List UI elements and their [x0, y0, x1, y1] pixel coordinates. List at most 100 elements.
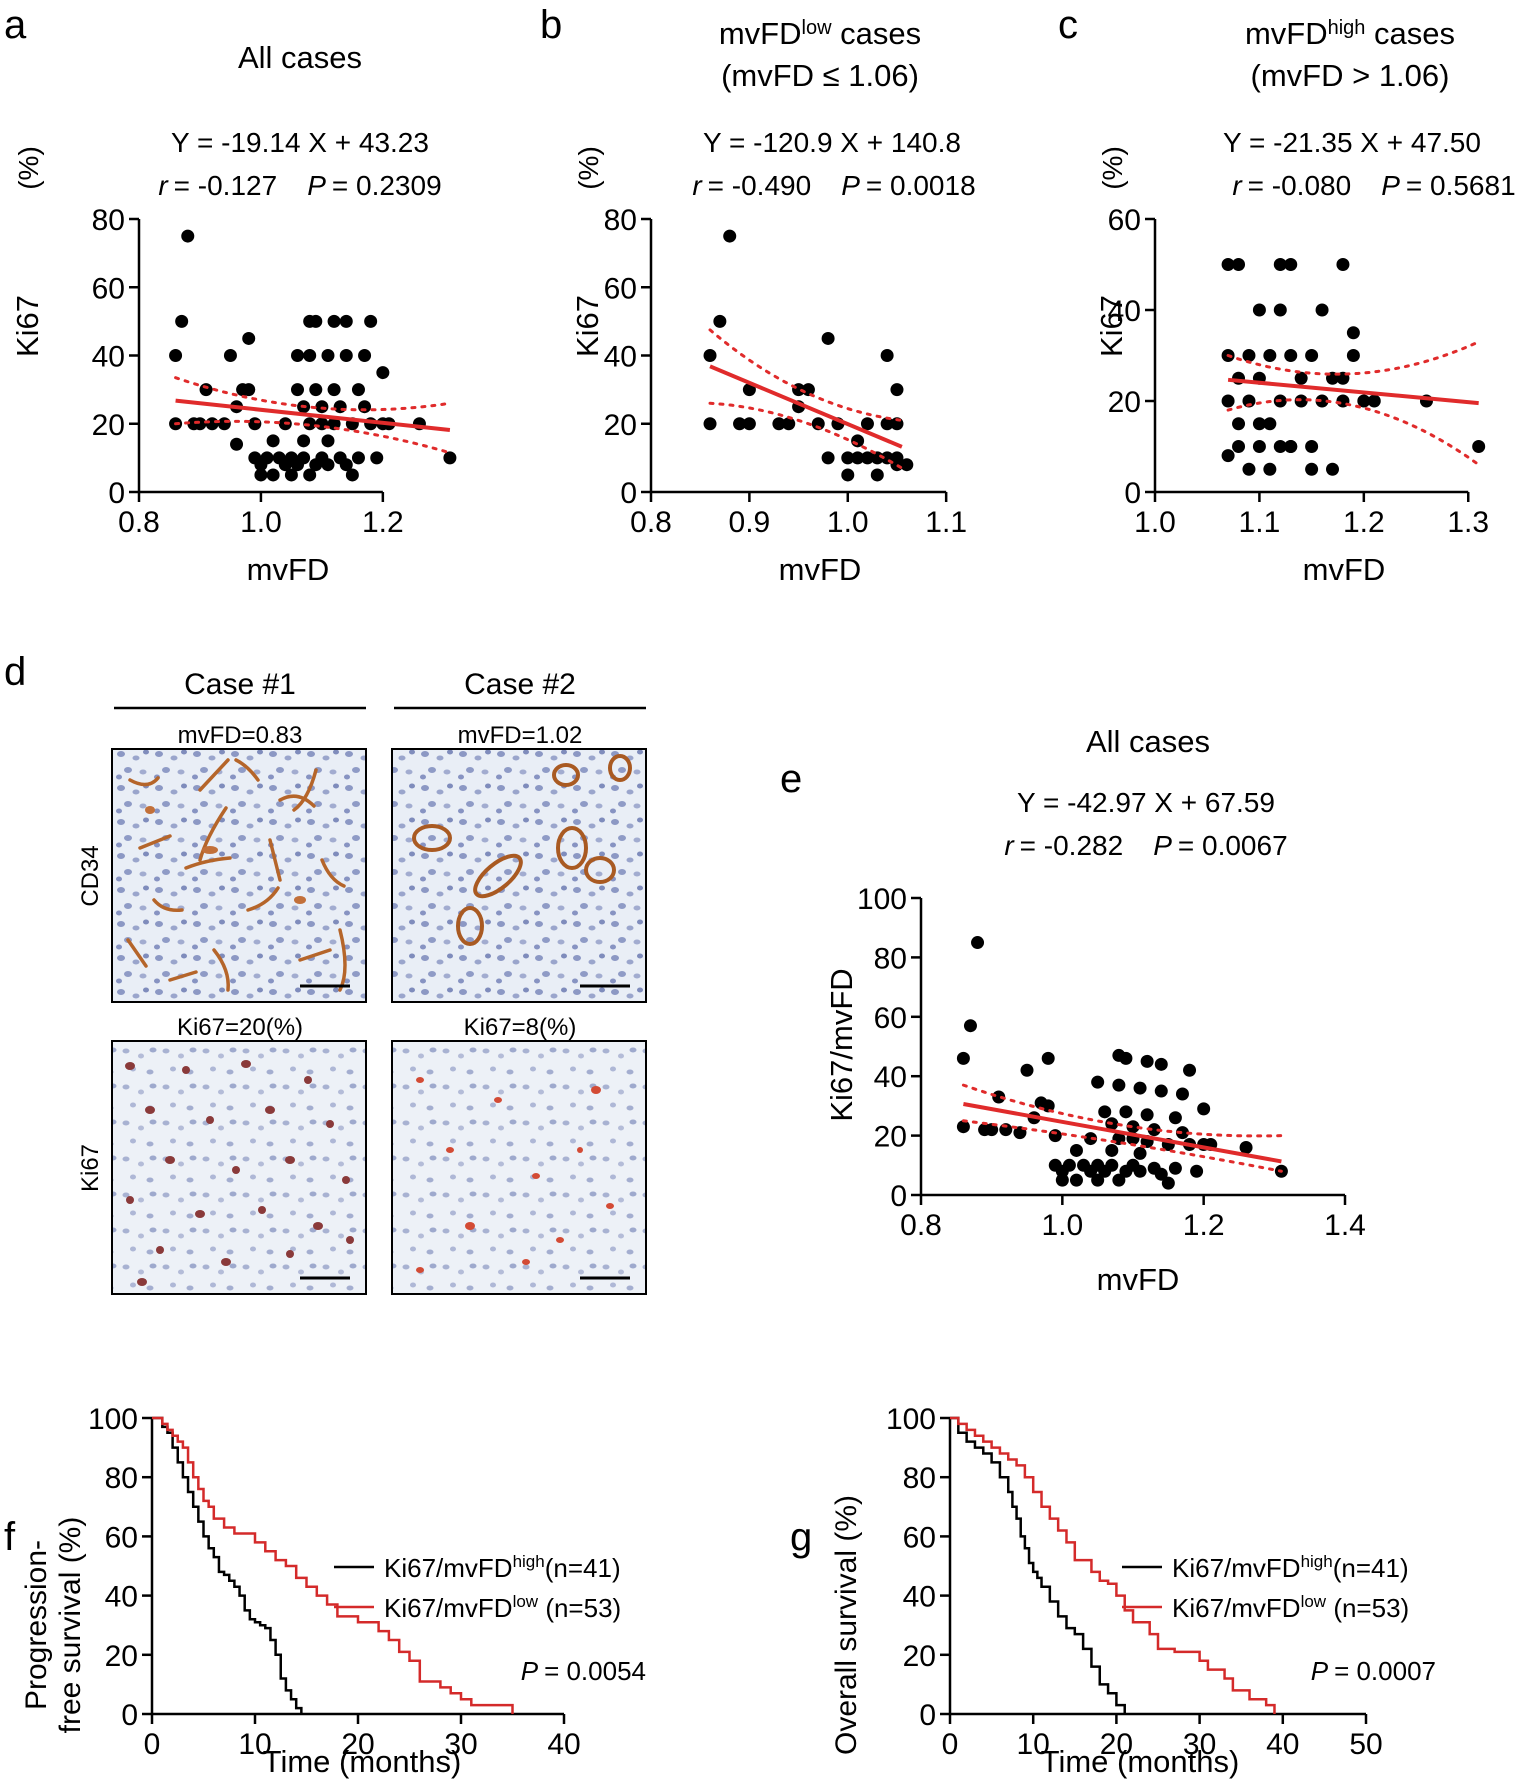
legend-f-high-sup: high: [513, 1552, 545, 1571]
y-tick-label-c: 60: [1108, 204, 1141, 237]
p-label-c: P: [1381, 170, 1400, 201]
frame-case1-cd34: [111, 748, 367, 1003]
data-point-e: [1112, 1078, 1126, 1092]
data-point-e: [1048, 1129, 1062, 1143]
plot-area-b: 0.8 0.9 1.0 1.1 0 20 40 60 80: [604, 204, 967, 539]
case2-ki67: Ki67=8(%): [464, 1014, 577, 1041]
data-point-a: [223, 349, 237, 362]
y-tick-label-b: 80: [604, 204, 637, 237]
data-point-c: [1263, 417, 1277, 431]
x-tick-label-f: 10: [238, 1728, 271, 1761]
legend-f-low-main: Ki67/mvFD: [384, 1593, 513, 1623]
panel-b: mvFDlow cases (mvFD ≤ 1.06) Y = -120.9 X…: [570, 16, 976, 587]
legend-f-high: Ki67/mvFDhigh(n=41): [384, 1552, 621, 1583]
y-tick-label-b: 40: [604, 341, 637, 374]
data-point-b: [851, 451, 865, 465]
p-label-a: P: [307, 170, 326, 201]
x-tick-label-e: 1.2: [1183, 1209, 1225, 1242]
stats-e: r = -0.282 P = 0.0067: [1004, 830, 1287, 861]
data-point-e: [1140, 1054, 1154, 1068]
data-point-b: [851, 434, 865, 448]
data-point-e: [1091, 1075, 1105, 1089]
data-point-e: [1133, 1146, 1147, 1160]
title-b-main: mvFD: [719, 16, 802, 51]
title-b: mvFDlow cases: [719, 16, 921, 51]
data-point-c: [1284, 258, 1298, 271]
data-point-c: [1232, 440, 1246, 453]
plot-area-e: 0.8 1.0 1.2 1.4 0 20 40 60 80 100: [857, 883, 1366, 1242]
data-point-e: [1154, 1167, 1168, 1181]
data-point-a: [370, 451, 384, 465]
y-tick-label-f: 40: [105, 1581, 138, 1614]
x-tick-label-c: 1.0: [1134, 506, 1176, 539]
data-point-e: [1239, 1140, 1253, 1154]
frame-case2-ki67: [391, 1040, 647, 1295]
legend-f-high-rest: (n=41): [545, 1553, 621, 1583]
r-value-e: = -0.282: [1020, 830, 1124, 861]
y-tick-label-e: 80: [874, 942, 907, 975]
r-value-c: = -0.080: [1248, 170, 1352, 201]
ylabel-unit-a: (%): [13, 146, 44, 190]
micrograph-case1-ki67: [112, 1041, 366, 1294]
y-tick-label-b: 60: [604, 272, 637, 305]
ci-lower-b: [708, 401, 904, 470]
data-point-a: [327, 383, 341, 397]
case1-mvfd: mvFD=0.83: [178, 722, 303, 749]
data-point-e: [985, 1123, 999, 1137]
panel-letter-f: f: [4, 1515, 16, 1559]
data-point-a: [230, 437, 244, 451]
r-label-c: r: [1232, 170, 1243, 201]
data-point-b: [841, 468, 855, 482]
data-point-e: [1126, 1120, 1140, 1134]
p-label-g: P: [1311, 1656, 1329, 1686]
y-tick-label-f: 100: [88, 1403, 138, 1436]
x-tick-label-c: 1.3: [1447, 506, 1489, 539]
row-label-ki67: Ki67: [77, 1144, 104, 1192]
panel-e: All cases Y = -42.97 X + 67.59 r = -0.282…: [824, 724, 1366, 1297]
data-point-e: [1091, 1173, 1105, 1187]
data-point-a: [284, 468, 298, 482]
x-tick-label-b: 1.0: [827, 506, 869, 539]
case1-label: Case #1: [184, 668, 296, 701]
y-tick-label-e: 40: [874, 1061, 907, 1094]
data-point-a: [297, 451, 311, 465]
micrograph-case1-cd34: [112, 749, 366, 1002]
x-tick-label-f: 0: [144, 1728, 161, 1761]
data-point-c: [1357, 394, 1371, 408]
data-point-e: [992, 1090, 1006, 1104]
panel-d: Case #1 Case #2 mvFD=0.83 mvFD=1.02 Ki67…: [77, 668, 647, 1295]
x-tick-label-g: 10: [1017, 1728, 1050, 1761]
ci-upper-b: [708, 328, 904, 422]
x-tick-label-g: 30: [1183, 1728, 1216, 1761]
data-point-b: [772, 417, 786, 431]
data-point-b: [841, 451, 855, 465]
stats-c: r = -0.080 P = 0.5681: [1232, 170, 1515, 201]
legend-g-high-rest: (n=41): [1333, 1553, 1409, 1583]
data-point-c: [1284, 349, 1298, 362]
title-c-line2: (mvFD > 1.06): [1251, 58, 1450, 93]
y-tick-label-a: 40: [92, 341, 125, 374]
panel-letter-a: a: [4, 3, 27, 47]
y-tick-label-c: 0: [1124, 477, 1141, 510]
p-value-g: = 0.0007: [1334, 1656, 1436, 1686]
data-point-b: [733, 417, 747, 431]
data-point-e: [1098, 1105, 1112, 1119]
panel-letter-e: e: [780, 757, 802, 801]
data-point-e: [1161, 1176, 1175, 1190]
data-point-e: [1069, 1143, 1083, 1157]
p-value-b: = 0.0018: [866, 170, 976, 201]
panel-letter-g: g: [790, 1515, 812, 1559]
data-point-c: [1472, 440, 1486, 453]
data-point-e: [1133, 1164, 1147, 1178]
equation-c: Y = -21.35 X + 47.50: [1223, 127, 1481, 158]
data-point-a: [297, 434, 311, 448]
plot-area-c: 1.0 1.1 1.2 1.3 0 20 40 60: [1108, 204, 1489, 539]
data-point-a: [309, 314, 323, 328]
data-point-e: [971, 936, 985, 950]
data-point-e: [1062, 1158, 1076, 1172]
data-point-c: [1294, 371, 1308, 385]
xlabel-a: mvFD: [247, 552, 330, 587]
ylabel-b: Ki67: [570, 295, 605, 357]
data-point-a: [242, 331, 256, 345]
regression-line-b: [709, 364, 903, 449]
